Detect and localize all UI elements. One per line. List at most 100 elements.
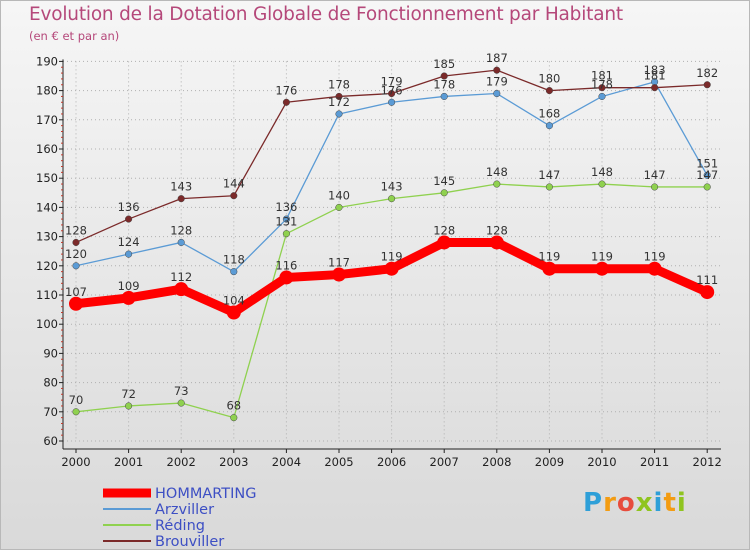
legend-entry: Brouviller bbox=[155, 534, 224, 549]
chart-title: Evolution de la Dotation Globale de Fonc… bbox=[29, 4, 623, 25]
data-label: 107 bbox=[65, 285, 87, 299]
data-point bbox=[335, 92, 343, 100]
data-point bbox=[437, 235, 452, 250]
data-point bbox=[177, 238, 185, 246]
y-tick-label: 120 bbox=[36, 259, 58, 273]
y-tick-label: 70 bbox=[43, 405, 58, 419]
data-point bbox=[384, 261, 399, 276]
logo-letter: i bbox=[653, 488, 664, 518]
data-label: 147 bbox=[538, 168, 560, 182]
y-tick-label: 190 bbox=[36, 54, 58, 68]
data-point bbox=[125, 402, 133, 410]
data-label: 143 bbox=[170, 180, 192, 194]
data-label: 112 bbox=[170, 270, 192, 284]
data-point bbox=[72, 262, 80, 270]
y-tick-label: 110 bbox=[36, 288, 58, 302]
data-label: 178 bbox=[433, 77, 455, 91]
y-tick-label: 130 bbox=[36, 230, 58, 244]
x-tick-label: 2001 bbox=[114, 455, 143, 469]
data-label: 178 bbox=[328, 77, 350, 91]
data-label: 117 bbox=[328, 256, 350, 270]
data-point bbox=[72, 238, 80, 246]
data-label: 181 bbox=[644, 69, 666, 83]
data-point bbox=[335, 110, 343, 118]
y-tick-label: 180 bbox=[36, 84, 58, 98]
data-label: 172 bbox=[328, 95, 350, 109]
y-tick-label: 80 bbox=[43, 376, 58, 390]
data-label: 148 bbox=[591, 165, 613, 179]
data-point bbox=[230, 268, 238, 276]
data-label: 144 bbox=[223, 177, 245, 191]
data-point bbox=[647, 261, 662, 276]
data-point bbox=[651, 183, 659, 191]
data-point bbox=[72, 408, 80, 416]
logo-letter: P bbox=[583, 488, 604, 518]
data-point bbox=[489, 235, 504, 250]
data-label: 148 bbox=[486, 165, 508, 179]
data-label: 181 bbox=[591, 69, 613, 83]
logo-letter: r bbox=[603, 488, 617, 518]
data-label: 116 bbox=[275, 258, 297, 272]
data-label: 119 bbox=[381, 250, 403, 264]
data-label: 128 bbox=[65, 223, 87, 237]
data-label: 187 bbox=[486, 51, 508, 65]
y-tick-label: 160 bbox=[36, 142, 58, 156]
data-label: 180 bbox=[538, 72, 560, 86]
data-label: 179 bbox=[486, 75, 508, 89]
data-label: 136 bbox=[275, 200, 297, 214]
data-label: 128 bbox=[486, 223, 508, 237]
data-label: 119 bbox=[538, 250, 560, 264]
data-label: 73 bbox=[174, 384, 189, 398]
data-label: 109 bbox=[118, 279, 140, 293]
data-label: 176 bbox=[275, 83, 297, 97]
data-point bbox=[545, 122, 553, 130]
data-label: 119 bbox=[591, 250, 613, 264]
data-point bbox=[279, 270, 294, 285]
data-label: 147 bbox=[644, 168, 666, 182]
data-point bbox=[177, 195, 185, 203]
data-label: 178 bbox=[591, 77, 613, 91]
x-tick-label: 2008 bbox=[482, 455, 511, 469]
data-label: 104 bbox=[223, 294, 245, 308]
proxiti-logo: Proxiti bbox=[583, 488, 687, 518]
data-label: 168 bbox=[538, 107, 560, 121]
data-point bbox=[388, 98, 396, 106]
legend-entry: Réding bbox=[155, 518, 205, 534]
data-point bbox=[545, 87, 553, 95]
data-label: 120 bbox=[65, 247, 87, 261]
data-point bbox=[542, 261, 557, 276]
data-label: 145 bbox=[433, 174, 455, 188]
data-point bbox=[598, 84, 606, 92]
x-tick-label: 2005 bbox=[324, 455, 353, 469]
data-point bbox=[282, 215, 290, 223]
data-label: 136 bbox=[118, 200, 140, 214]
data-label: 176 bbox=[381, 83, 403, 97]
data-point bbox=[440, 189, 448, 197]
logo-letter: i bbox=[676, 488, 687, 518]
x-tick-label: 2000 bbox=[61, 455, 90, 469]
data-label: 131 bbox=[275, 215, 297, 229]
data-label: 128 bbox=[170, 223, 192, 237]
data-label: 183 bbox=[644, 63, 666, 77]
data-point bbox=[125, 215, 133, 223]
data-point bbox=[230, 414, 238, 422]
legend-entry: HOMMARTING bbox=[155, 486, 257, 502]
x-tick-label: 2012 bbox=[693, 455, 722, 469]
data-label: 118 bbox=[223, 253, 245, 267]
y-tick-label: 170 bbox=[36, 113, 58, 127]
x-tick-label: 2010 bbox=[587, 455, 616, 469]
y-tick-label: 60 bbox=[43, 434, 58, 448]
chart-subtitle: (en € et par an) bbox=[29, 29, 120, 43]
data-label: 72 bbox=[121, 387, 136, 401]
data-point bbox=[493, 66, 501, 74]
data-point bbox=[703, 183, 711, 191]
x-tick-label: 2011 bbox=[640, 455, 669, 469]
data-label: 68 bbox=[226, 399, 241, 413]
logo-letter: t bbox=[663, 488, 677, 518]
data-point bbox=[703, 171, 711, 179]
data-label: 140 bbox=[328, 188, 350, 202]
y-tick-label: 140 bbox=[36, 200, 58, 214]
data-point bbox=[69, 296, 83, 311]
x-tick-label: 2007 bbox=[430, 455, 459, 469]
